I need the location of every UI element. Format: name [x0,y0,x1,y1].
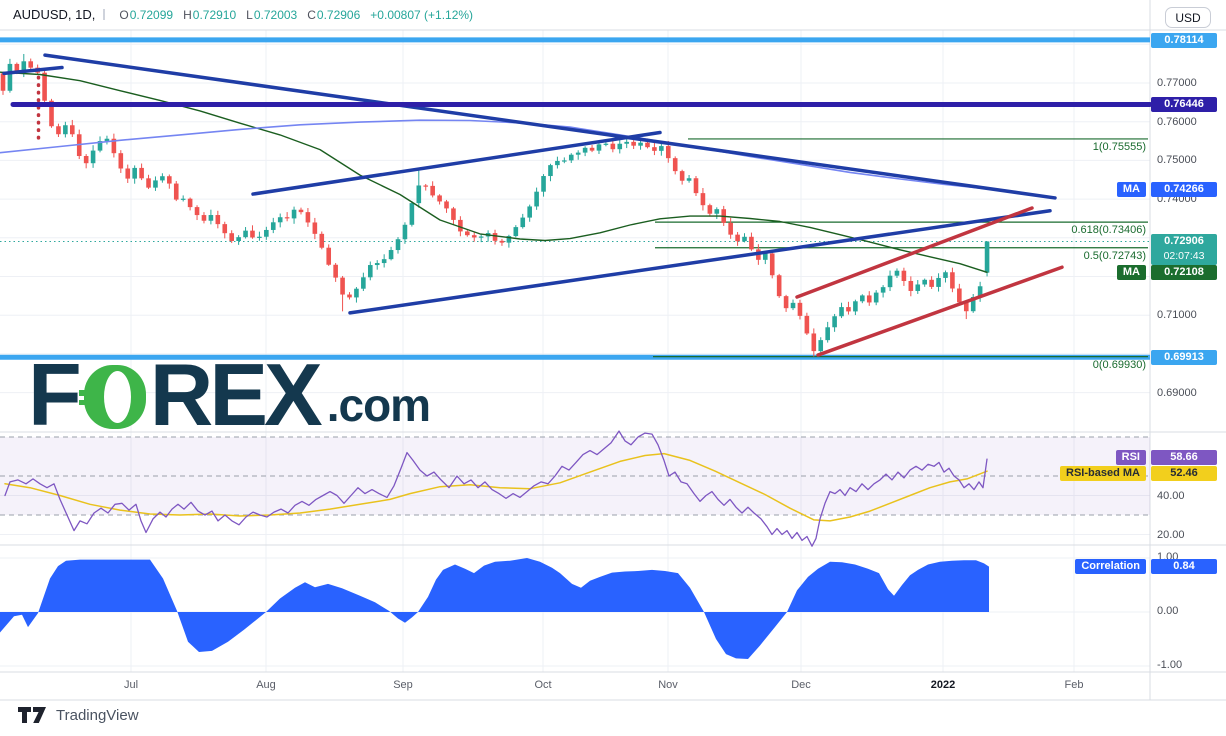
candles [0,53,990,357]
legend-change: +0.00807 (+1.12%) [370,7,474,22]
fib-label-05: 0.5(0.72743) [1083,249,1146,262]
rsi-tick-label: 20.00 [1157,528,1185,541]
correlation-pill[interactable]: Correlation [1075,558,1146,574]
forex-tld: .com [326,379,431,431]
correlation-value-badge: 0.84 [1151,558,1217,574]
rsi-pill[interactable]: RSI [1115,450,1146,465]
correlation-tick-label: 0.00 [1157,605,1179,617]
ma-slow-badge: 0.72108 [1151,265,1217,281]
level-badge-lower: 0.69913 [1151,350,1217,366]
forex-o-icon [78,365,146,429]
price-tick-label: 0.75000 [1157,154,1197,167]
x-axis-label: Jul [123,679,139,691]
correlation-area [0,558,989,659]
level-badge-upper: 0.78114 [1151,32,1217,48]
time-scale-strip[interactable] [0,672,1150,700]
price-tick-label: 0.76000 [1157,115,1197,128]
ma-slow-pill: MA [1116,265,1146,281]
tradingview-attribution[interactable]: TradingView [18,706,139,724]
legend-open: O0.72099 [119,7,174,22]
x-axis-label: Oct [534,679,552,691]
ma-fast-badge: 0.74266 [1151,181,1217,197]
rsi-value-badge: 58.66 [1151,450,1217,465]
fib-label-0: 0(0.69930) [1092,358,1146,371]
currency-button[interactable]: USD [1165,7,1211,28]
legend-high: H0.72910 [183,7,237,22]
legend: AUDUSD, 1D, O0.72099 H0.72910 L0.72003 C… [13,7,473,22]
x-axis-label: 2022 [930,679,956,691]
price-tick-label: 0.77000 [1157,77,1197,89]
tradingview-label: TradingView [56,706,139,724]
forex-letter-f: F [28,345,82,444]
symbol-title[interactable]: AUDUSD, 1D, [13,7,96,22]
x-axis-label: Dec [791,679,811,691]
x-axis-label: Feb [1064,679,1084,691]
bar-countdown: 02:07:43 [1163,250,1205,263]
tradingview-logo-icon [18,707,46,723]
legend-low: L0.72003 [246,7,298,22]
legend-close: C0.72906 [307,7,361,22]
source-stub [103,9,106,20]
forex-letters-rex: REX [149,345,323,444]
correlation-tick-label: -1.00 [1157,659,1183,671]
rsi-ma-value-badge: 52.46 [1151,466,1217,481]
x-axis-label: Sep [393,679,413,691]
rsi-tick-label: 40.00 [1157,489,1185,502]
fib-label-0618: 0.618(0.73406) [1071,224,1146,237]
ma-fast-pill: MA [1116,181,1146,197]
x-axis-label: Aug [256,679,276,691]
x-axis-label: Nov [658,679,678,691]
rsi-ma-pill[interactable]: RSI-based MA [1060,466,1146,481]
level-badge-indigo: 0.76446 [1151,97,1217,113]
forex-watermark: F REX .com [28,345,431,444]
last-price-value: 0.72906 [1164,235,1204,248]
last-price-badge: 0.72906 02:07:43 [1151,234,1217,266]
price-tick-label: 0.69000 [1157,386,1197,399]
fib-label-1: 1(0.75555) [1092,140,1146,153]
price-tick-label: 0.71000 [1157,309,1197,322]
